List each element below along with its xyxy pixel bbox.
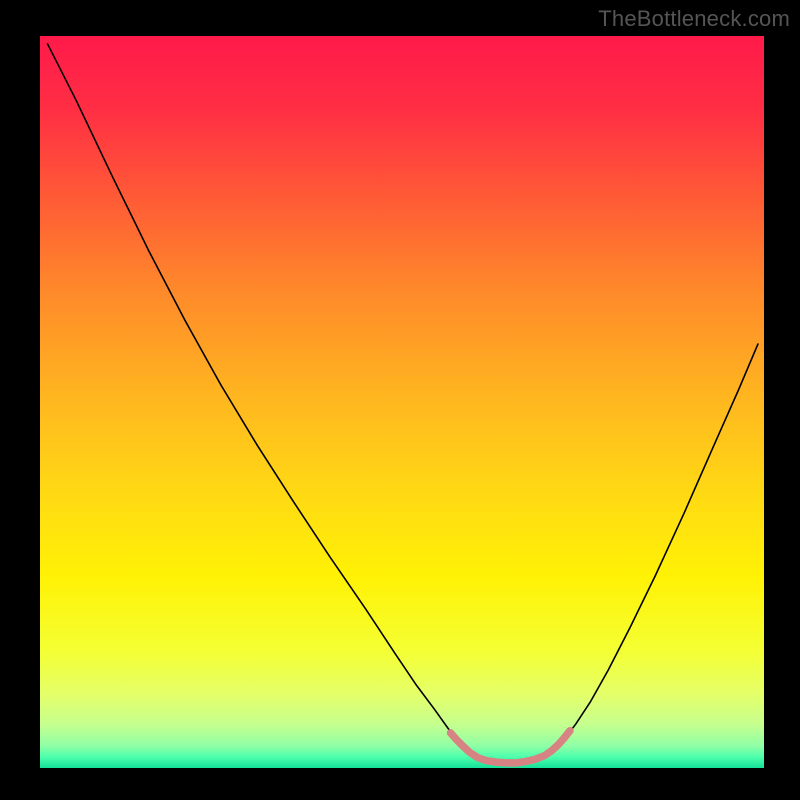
chart-container: TheBottleneck.com: [0, 0, 800, 800]
watermark-text: TheBottleneck.com: [598, 6, 790, 32]
gradient-background: [40, 36, 764, 768]
bottleneck-chart: [0, 0, 800, 800]
